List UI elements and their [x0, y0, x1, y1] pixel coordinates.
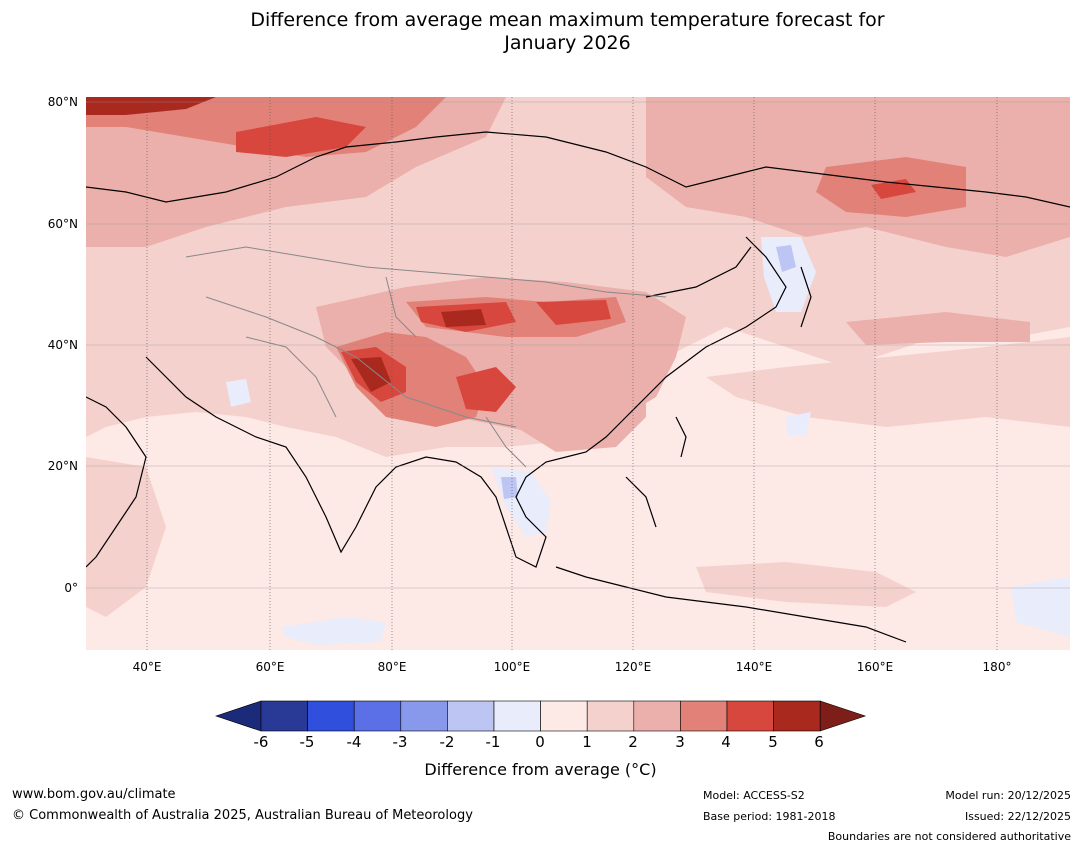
- colorbar-tick-label: -4: [346, 733, 362, 751]
- colorbar-segment: [353, 700, 402, 732]
- colorbar-segment: [447, 700, 495, 732]
- lon-label-140e: 140°E: [735, 660, 773, 674]
- colorbar-tick-label: 2: [628, 733, 638, 751]
- colorbar-tick-label: 6: [814, 733, 824, 751]
- footer-disclaimer: Boundaries are not considered authoritat…: [827, 830, 1071, 843]
- colorbar-tick-label: -3: [392, 733, 408, 751]
- footer-model: Model: ACCESS-S2: [703, 789, 805, 802]
- colorbar-tick-label: 1: [582, 733, 592, 751]
- footer-base-period: Base period: 1981-2018: [703, 810, 836, 823]
- lon-label-100e: 100°E: [493, 660, 531, 674]
- anomaly-2-3-china: [506, 357, 646, 452]
- title-line-2: January 2026: [504, 32, 631, 54]
- anomaly-4-5-arctic: [236, 117, 366, 157]
- colorbar-extend-over: [819, 700, 867, 732]
- lat-label-80n: 80°N: [47, 95, 78, 109]
- colorbar-segment: [586, 700, 635, 732]
- colorbar-label-text: Difference from average (°C): [424, 760, 657, 779]
- lon-label-180: 180°: [982, 660, 1012, 674]
- colorbar-tick-label: -1: [485, 733, 501, 751]
- anomaly-neg-indian-ocean: [281, 617, 386, 645]
- anomaly-4-5-mongolia-e: [536, 300, 611, 325]
- colorbar-label: Difference from average (°C): [0, 760, 1081, 779]
- anomaly-1-2-pacific: [696, 562, 916, 607]
- colorbar-extend-under: [215, 700, 262, 732]
- anomaly-1-2-east: [706, 337, 1070, 427]
- lat-label-0: 0°: [64, 581, 78, 595]
- anomaly-5-6-mongolia: [441, 309, 486, 327]
- colorbar-segment: [773, 700, 821, 732]
- footer-model-run: Model run: 20/12/2025: [945, 789, 1071, 802]
- footer-issued: Issued: 22/12/2025: [964, 810, 1071, 823]
- colorbar-tick-label: 0: [535, 733, 545, 751]
- colorbar-tick-label: 4: [721, 733, 731, 751]
- lon-label-60e: 60°E: [255, 660, 285, 674]
- anomaly-neg-sakhalin: [761, 237, 816, 312]
- colorbar-segment: [307, 700, 355, 732]
- anomaly-2-3-pacific-band: [846, 312, 1030, 345]
- lon-label-80e: 80°E: [377, 660, 407, 674]
- colorbar-tick-label: -5: [299, 733, 315, 751]
- latitude-lines: [86, 101, 1070, 589]
- lon-label-160e: 160°E: [856, 660, 894, 674]
- lat-label-60n: 60°N: [47, 217, 78, 231]
- lat-label-40n: 40°N: [47, 338, 78, 352]
- anomaly-neg-pacific: [1011, 577, 1070, 637]
- lon-label-120e: 120°E: [614, 660, 652, 674]
- footer-url[interactable]: www.bom.gov.au/climate: [12, 787, 176, 802]
- anomaly-neg-philippine-sea: [786, 412, 811, 435]
- map-panel: [86, 97, 1070, 650]
- colorbar-tick-label: -6: [253, 733, 269, 751]
- lon-label-40e: 40°E: [132, 660, 162, 674]
- colorbar-tick-label: 3: [675, 733, 685, 751]
- colorbar-segment: [680, 700, 728, 732]
- lat-label-20n: 20°N: [47, 459, 78, 473]
- graticule: [146, 97, 998, 650]
- colorbar-tick-label: -2: [439, 733, 455, 751]
- colorbar-segment: [400, 700, 448, 732]
- title-line-1: Difference from average mean maximum tem…: [250, 9, 885, 31]
- anomaly-neg2-indochina: [501, 477, 518, 499]
- map-title: Difference from average mean maximum tem…: [0, 9, 1081, 55]
- anomaly-5-6-tibet: [351, 357, 391, 392]
- anomaly-neg2-sakhalin: [776, 245, 796, 272]
- anomaly-5-6-arctic: [86, 97, 216, 115]
- colorbar: [215, 700, 867, 732]
- country-borders: [185, 246, 667, 468]
- colorbar-segment: [633, 700, 681, 732]
- anomaly-4-5-tibet-e: [456, 367, 516, 412]
- footer-copyright: © Commonwealth of Australia 2025, Austra…: [12, 808, 473, 823]
- colorbar-segment: [540, 700, 588, 732]
- anomaly-neg-arabia: [226, 379, 251, 407]
- anomaly-1-2-arabia: [86, 457, 166, 617]
- coastlines: [86, 131, 1070, 643]
- colorbar-segment: [726, 700, 774, 732]
- colorbar-tick-label: 5: [768, 733, 778, 751]
- colorbar-segment: [260, 700, 308, 732]
- colorbar-segment: [493, 700, 541, 732]
